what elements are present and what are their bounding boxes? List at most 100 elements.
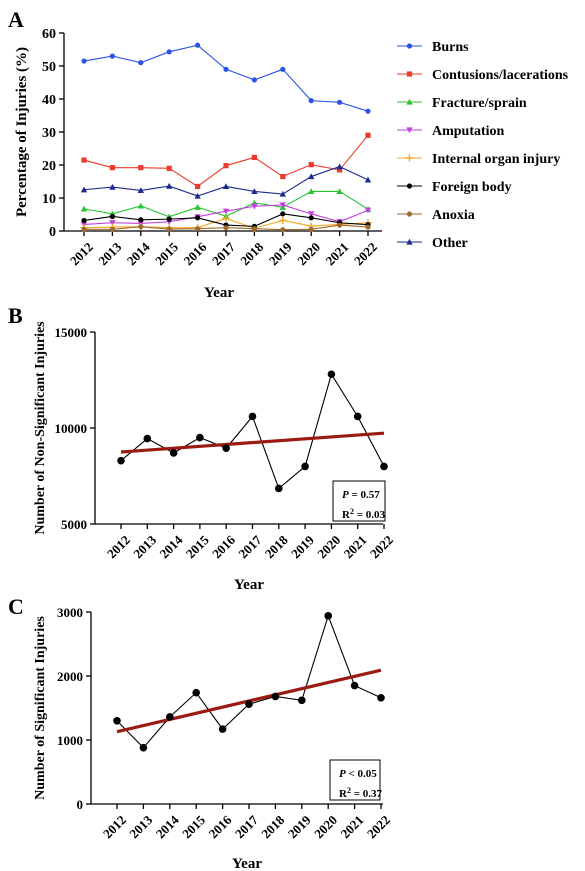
data-point	[138, 60, 144, 66]
data-point	[275, 484, 283, 493]
x-tick-label: 2022	[351, 239, 380, 268]
x-tick-label: 2020	[294, 239, 323, 268]
legend-entry: Anoxia	[397, 208, 475, 223]
legend-marker	[406, 98, 413, 105]
data-point	[139, 743, 148, 752]
legend-marker	[405, 154, 414, 162]
x-tick-label: 2020	[314, 532, 343, 561]
x-tick-label: 2019	[285, 812, 314, 841]
data-point	[280, 211, 286, 217]
x-axis-label: Year	[234, 577, 264, 593]
x-tick-label: 2021	[323, 239, 352, 268]
data-point	[143, 434, 152, 443]
p-text: = 0.57	[349, 489, 381, 501]
x-tick-label: 2019	[288, 532, 317, 561]
data-point	[194, 204, 201, 210]
x-tick-label: 2014	[157, 532, 186, 561]
data-point	[336, 163, 343, 170]
x-tick-label: 2013	[130, 532, 159, 561]
y-tick-label: 50	[42, 60, 56, 75]
x-tick-label: 2016	[181, 239, 210, 268]
data-point	[166, 182, 173, 189]
y-tick-label: 0	[49, 225, 56, 240]
data-point	[280, 66, 286, 72]
data-point	[196, 433, 204, 442]
data-point	[109, 183, 116, 190]
data-point	[337, 99, 343, 105]
legend-entry: Fracture/sprain	[397, 96, 527, 111]
p-text: < 0.05	[346, 768, 378, 780]
data-point	[364, 207, 372, 214]
x-tick-label: 2022	[367, 532, 396, 561]
data-point	[364, 176, 372, 183]
data-point	[271, 692, 280, 701]
y-tick-label: 1000	[57, 733, 83, 748]
legend-marker	[406, 127, 413, 134]
data-point	[223, 66, 229, 72]
legend-marker	[406, 183, 413, 189]
data-point	[301, 462, 309, 471]
x-axis-label: Year	[204, 285, 234, 301]
data-point	[337, 167, 343, 173]
x-tick-label: 2014	[124, 239, 153, 268]
data-point	[336, 188, 343, 194]
x-tick-label: 2015	[179, 812, 208, 841]
x-tick-label: 2017	[232, 812, 261, 841]
data-point	[138, 224, 144, 230]
data-point	[109, 220, 116, 226]
data-point	[245, 700, 253, 708]
series-contusions-lacerations	[81, 132, 371, 190]
data-point	[308, 98, 314, 104]
data-point	[138, 217, 144, 223]
legend-label: Contusions/lacerations	[432, 68, 569, 83]
y-tick-label: 10	[42, 192, 56, 207]
data-point	[280, 173, 286, 180]
x-tick-label: 2016	[209, 532, 238, 561]
data-point	[251, 226, 257, 232]
x-tick-label: 2020	[311, 812, 340, 841]
data-point	[113, 717, 121, 725]
data-point	[308, 162, 314, 168]
data-point	[166, 226, 172, 232]
legend-label: Foreign body	[432, 180, 511, 195]
data-point	[109, 165, 115, 171]
data-point	[166, 216, 172, 222]
data-point	[109, 226, 115, 232]
stats-box-border	[329, 759, 381, 801]
stats-box: P < 0.05 R2 = 0.37	[329, 759, 382, 801]
legend-entry: Other	[397, 236, 468, 251]
data-point	[223, 225, 229, 231]
data-point	[308, 173, 315, 180]
data-point	[380, 462, 388, 471]
data-point	[365, 108, 371, 114]
data-point	[365, 132, 371, 138]
data-point	[279, 190, 286, 197]
data-point	[166, 713, 174, 721]
data-point	[251, 77, 257, 83]
data-point	[194, 192, 201, 199]
data-point	[222, 183, 230, 190]
data-point	[377, 693, 385, 702]
stats-box-border	[332, 480, 386, 522]
data-point	[298, 696, 306, 705]
series-burns	[81, 42, 371, 114]
legend-label: Internal organ injury	[432, 152, 560, 167]
series-line	[116, 614, 382, 749]
legend-marker	[406, 43, 413, 49]
r2-label: R	[342, 509, 351, 521]
legend-label: Burns	[432, 40, 469, 55]
y-tick-label: 10000	[55, 421, 88, 436]
data-point	[279, 216, 287, 225]
data-point	[218, 725, 227, 733]
data-point	[81, 217, 87, 224]
data-point	[308, 188, 315, 194]
legend-entry: Foreign body	[397, 180, 511, 195]
data-point	[222, 214, 230, 223]
data-point	[353, 412, 362, 421]
y-tick-label: 3000	[57, 605, 83, 620]
legend-marker	[406, 71, 413, 77]
data-point	[251, 203, 258, 210]
legend-marker	[406, 211, 413, 217]
x-tick-label: 2015	[183, 532, 212, 561]
